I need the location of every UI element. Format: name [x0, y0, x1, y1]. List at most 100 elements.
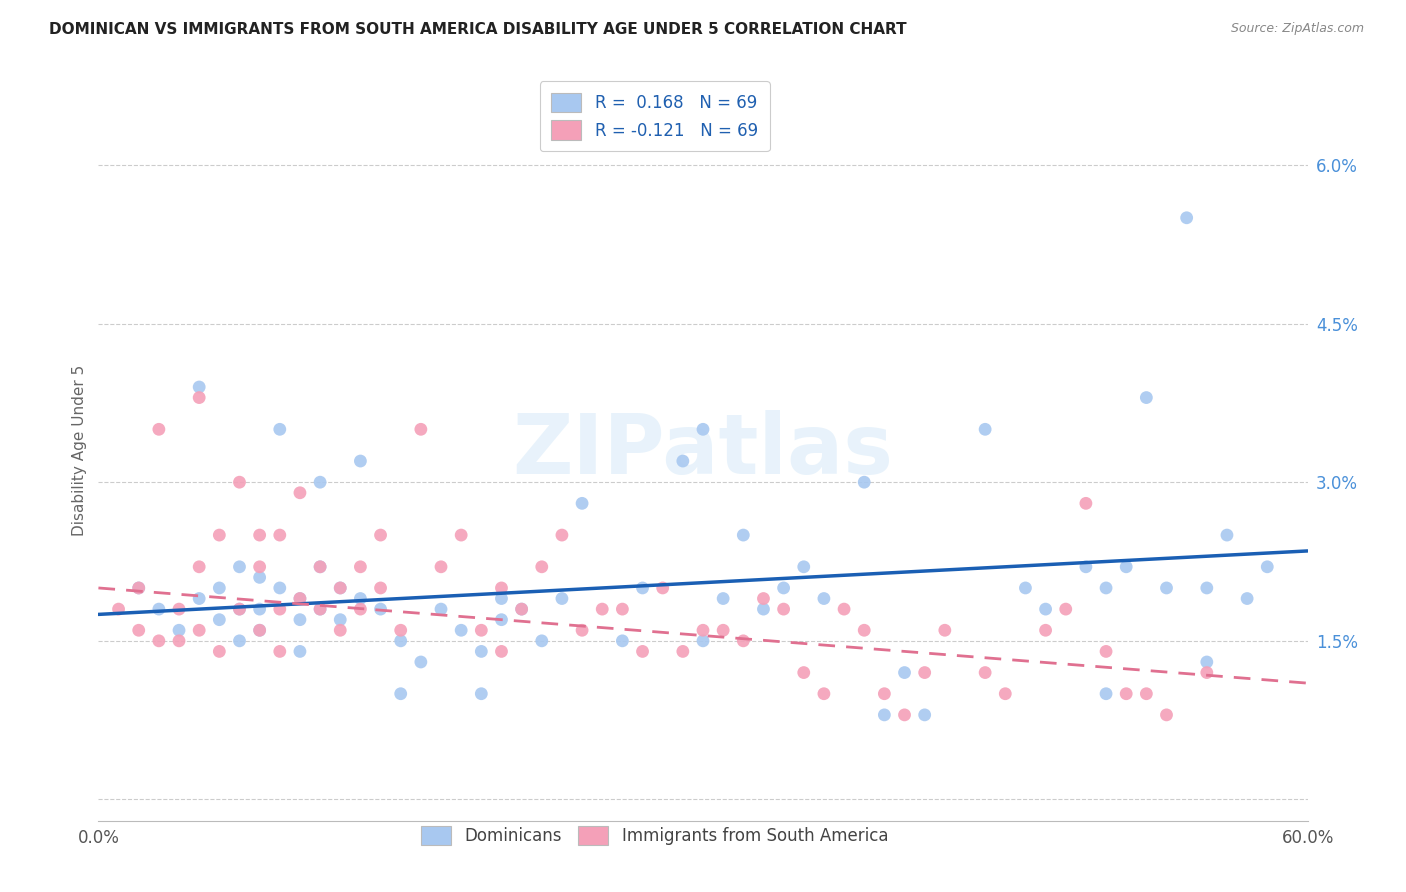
Point — [752, 591, 775, 606]
Point — [430, 559, 453, 574]
Legend: Dominicans, Immigrants from South America: Dominicans, Immigrants from South Americ… — [409, 814, 900, 856]
Point — [269, 644, 291, 658]
Point — [249, 624, 271, 638]
Point — [491, 613, 513, 627]
Point — [288, 591, 311, 606]
Point — [1095, 687, 1118, 701]
Point — [571, 624, 593, 638]
Point — [1115, 687, 1137, 701]
Point — [793, 665, 815, 680]
Text: Source: ZipAtlas.com: Source: ZipAtlas.com — [1230, 22, 1364, 36]
Point — [470, 687, 492, 701]
Point — [269, 602, 291, 616]
Point — [873, 707, 896, 722]
Point — [349, 591, 371, 606]
Point — [1175, 211, 1198, 225]
Point — [208, 613, 231, 627]
Point — [491, 644, 513, 658]
Point — [309, 475, 332, 490]
Point — [1135, 391, 1157, 405]
Point — [793, 559, 815, 574]
Point — [470, 644, 492, 658]
Point — [1115, 559, 1137, 574]
Point — [832, 602, 855, 616]
Point — [813, 687, 835, 701]
Point — [1195, 655, 1218, 669]
Point — [228, 559, 250, 574]
Point — [612, 602, 634, 616]
Point — [551, 591, 574, 606]
Point — [249, 528, 271, 542]
Point — [551, 528, 574, 542]
Point — [1195, 665, 1218, 680]
Point — [148, 633, 170, 648]
Point — [591, 602, 613, 616]
Point — [1195, 581, 1218, 595]
Point — [752, 602, 775, 616]
Point — [228, 475, 250, 490]
Point — [733, 528, 755, 542]
Point — [409, 422, 432, 436]
Y-axis label: Disability Age Under 5: Disability Age Under 5 — [72, 365, 87, 536]
Point — [873, 687, 896, 701]
Point — [672, 644, 695, 658]
Point — [711, 591, 734, 606]
Point — [651, 581, 673, 595]
Point — [309, 602, 332, 616]
Point — [772, 581, 794, 595]
Point — [1256, 559, 1278, 574]
Point — [329, 624, 352, 638]
Point — [491, 581, 513, 595]
Point — [733, 633, 755, 648]
Point — [349, 454, 371, 468]
Point — [772, 602, 794, 616]
Point — [430, 602, 453, 616]
Point — [893, 707, 915, 722]
Point — [530, 633, 553, 648]
Point — [1035, 602, 1057, 616]
Point — [491, 591, 513, 606]
Point — [208, 644, 231, 658]
Point — [914, 665, 936, 680]
Point — [370, 528, 392, 542]
Point — [631, 581, 654, 595]
Point — [1135, 687, 1157, 701]
Point — [1095, 644, 1118, 658]
Point — [249, 570, 271, 584]
Point — [309, 602, 332, 616]
Point — [370, 602, 392, 616]
Point — [974, 665, 997, 680]
Point — [974, 422, 997, 436]
Point — [409, 655, 432, 669]
Point — [934, 624, 956, 638]
Text: DOMINICAN VS IMMIGRANTS FROM SOUTH AMERICA DISABILITY AGE UNDER 5 CORRELATION CH: DOMINICAN VS IMMIGRANTS FROM SOUTH AMERI… — [49, 22, 907, 37]
Point — [692, 624, 714, 638]
Point — [288, 613, 311, 627]
Point — [1074, 559, 1097, 574]
Point — [167, 624, 190, 638]
Point — [692, 422, 714, 436]
Point — [389, 687, 412, 701]
Point — [853, 624, 876, 638]
Point — [228, 602, 250, 616]
Point — [349, 602, 371, 616]
Point — [510, 602, 533, 616]
Point — [269, 528, 291, 542]
Point — [329, 581, 352, 595]
Point — [188, 559, 211, 574]
Point — [813, 591, 835, 606]
Point — [208, 581, 231, 595]
Point — [188, 591, 211, 606]
Point — [389, 624, 412, 638]
Point — [631, 644, 654, 658]
Point — [1054, 602, 1077, 616]
Point — [228, 602, 250, 616]
Point — [1095, 581, 1118, 595]
Point — [349, 559, 371, 574]
Point — [853, 475, 876, 490]
Point — [148, 422, 170, 436]
Point — [1216, 528, 1239, 542]
Point — [167, 633, 190, 648]
Point — [470, 624, 492, 638]
Point — [450, 624, 472, 638]
